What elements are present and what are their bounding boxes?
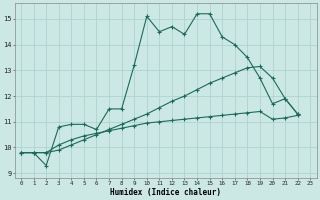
X-axis label: Humidex (Indice chaleur): Humidex (Indice chaleur) — [110, 188, 221, 197]
